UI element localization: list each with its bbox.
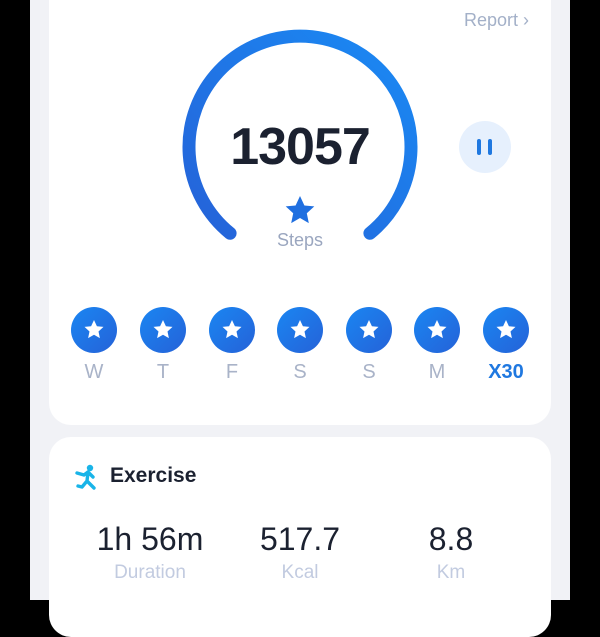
- day-label: S: [362, 361, 376, 383]
- day-badge: [277, 307, 323, 353]
- steps-count: 13057: [230, 118, 371, 176]
- star-icon: [153, 320, 173, 339]
- day-label: S: [293, 361, 307, 383]
- day-item[interactable]: S: [270, 307, 330, 384]
- day-label: T: [156, 361, 170, 383]
- stat-value: 1h 56m: [96, 521, 204, 557]
- report-link[interactable]: Report ›: [463, 10, 529, 30]
- star-icon: [84, 320, 104, 339]
- day-badge: [71, 307, 117, 353]
- pause-icon-bar: [488, 139, 492, 155]
- star-icon: [427, 320, 447, 339]
- stat-value: 8.8: [428, 521, 474, 557]
- star-icon: [285, 196, 315, 224]
- day-item[interactable]: T: [133, 307, 193, 384]
- stat-label: Duration: [114, 562, 186, 583]
- stat-kcal: 517.7 Kcal: [220, 521, 380, 584]
- day-item[interactable]: W: [64, 307, 124, 384]
- stat-label: Km: [436, 562, 466, 583]
- screen: Report › 13057 Steps W T F S S M X30 Exercise …: [30, 0, 570, 637]
- steps-card: Report › 13057 Steps W T F S S M X30: [49, 0, 551, 425]
- day-badge: [346, 307, 392, 353]
- stat-label: Kcal: [281, 562, 319, 583]
- steps-gauge: [182, 29, 418, 240]
- day-badge: [209, 307, 255, 353]
- day-item[interactable]: X30: [476, 307, 536, 384]
- stat-duration: 1h 56m Duration: [70, 521, 230, 584]
- star-icon: [290, 320, 310, 339]
- gauge-arc: [182, 29, 418, 240]
- day-label: F: [225, 361, 239, 383]
- day-badge: [483, 307, 529, 353]
- star-icon: [359, 320, 379, 339]
- star-icon: [496, 320, 516, 339]
- day-label: M: [428, 361, 446, 383]
- stat-value: 517.7: [259, 521, 341, 557]
- day-item[interactable]: F: [202, 307, 262, 384]
- day-label: W: [84, 361, 104, 383]
- day-item[interactable]: S: [339, 307, 399, 384]
- stat-km: 8.8 Km: [371, 521, 531, 584]
- exercise-card[interactable]: Exercise 1h 56m Duration 517.7 Kcal 8.8 …: [49, 437, 551, 637]
- day-badge: [140, 307, 186, 353]
- star-icon: [222, 320, 242, 339]
- exercise-title: Exercise: [110, 464, 197, 487]
- pause-button[interactable]: [459, 121, 511, 173]
- day-label: X30: [488, 361, 524, 383]
- day-badge: [414, 307, 460, 353]
- pause-icon: [477, 139, 481, 155]
- steps-label: Steps: [276, 230, 324, 250]
- day-item[interactable]: M: [407, 307, 467, 384]
- running-person-icon: [75, 464, 96, 490]
